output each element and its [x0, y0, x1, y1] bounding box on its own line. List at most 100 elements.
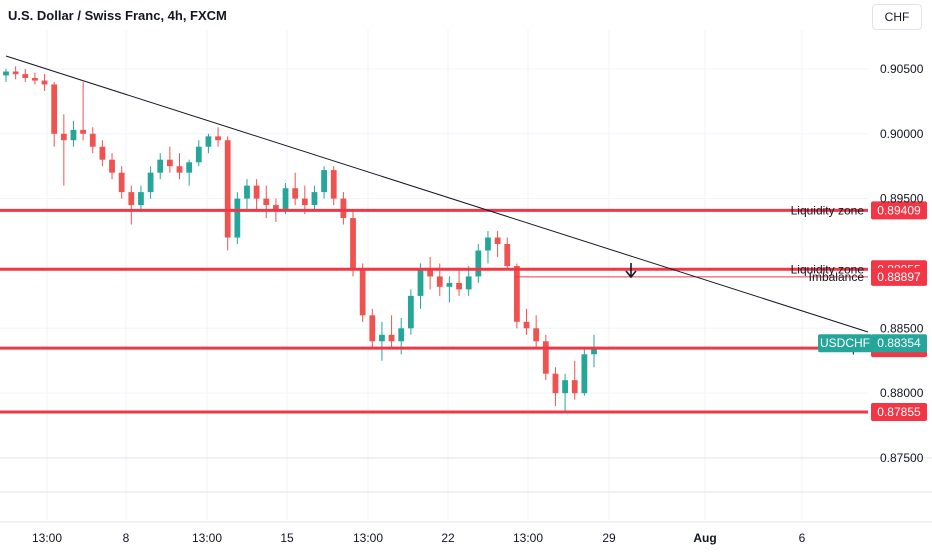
level-price-tag: [871, 402, 927, 421]
x-tick-label: 15: [280, 531, 294, 545]
x-tick-label: 6: [799, 531, 806, 545]
symbol-tag-text: USDCHF: [820, 336, 870, 350]
candle-body: [60, 133, 67, 141]
candle-body: [234, 198, 241, 238]
candle-body: [456, 282, 462, 290]
candle-body: [138, 192, 144, 206]
candle-body: [32, 77, 38, 81]
down-arrow-icon: [625, 263, 637, 279]
candle-body: [330, 170, 337, 199]
candle-body: [205, 136, 212, 147]
x-tick-label: 22: [441, 531, 455, 545]
candle-body: [436, 276, 443, 287]
candle-body: [533, 328, 540, 342]
candle-body: [263, 198, 270, 206]
current-price-tag: [871, 334, 927, 353]
candle-body: [523, 321, 530, 329]
level-price-tag: [871, 201, 927, 220]
x-tick-label: 8: [123, 531, 130, 545]
arrow-head: [625, 270, 637, 279]
candle-body: [562, 380, 568, 394]
symbol-tag: [818, 334, 872, 353]
candle-body: [80, 129, 87, 134]
y-tick-label: 0.88500: [880, 321, 924, 335]
candle-body: [311, 192, 318, 206]
candle-body: [388, 334, 395, 342]
y-tick-label: 0.87500: [880, 451, 924, 465]
level-price-text: 0.87855: [877, 405, 921, 419]
candle-body: [186, 162, 193, 173]
candle-body: [89, 133, 96, 147]
candle-body: [340, 198, 347, 219]
candle-body: [51, 84, 58, 134]
candle-body: [552, 373, 559, 394]
candle-body: [359, 269, 366, 316]
candle-body: [407, 295, 414, 329]
y-tick-label: 0.90500: [880, 62, 924, 76]
currency-button[interactable]: CHF: [872, 4, 922, 30]
candle-body: [282, 188, 289, 212]
candle-body: [475, 250, 482, 277]
candle-body: [369, 315, 376, 342]
level-price-text: 0.89409: [877, 203, 921, 217]
trendline[interactable]: [5, 55, 869, 333]
level-label: Liquidity zone: [791, 262, 865, 276]
candle-body: [157, 159, 164, 173]
candle-body: [542, 341, 549, 374]
candle-body: [12, 71, 19, 75]
candle-body: [571, 380, 578, 394]
x-tick-label: 13:00: [32, 531, 62, 545]
x-tick-label: 13:00: [192, 531, 222, 545]
candle-body: [292, 188, 299, 199]
candle-body: [494, 237, 501, 244]
candle-body: [3, 71, 9, 76]
x-tick-label: 29: [602, 531, 616, 545]
time-axis[interactable]: 13:00 8 13:00 15 13:00 22 13:00 29 Aug 6: [32, 531, 806, 545]
candle-body: [224, 140, 231, 238]
candle-body: [504, 244, 511, 267]
candle-body: [465, 276, 472, 290]
candle-body: [513, 266, 520, 322]
candle-body: [244, 185, 250, 199]
candle-body: [581, 354, 588, 394]
candle-body: [147, 172, 154, 193]
candle-body: [398, 328, 405, 342]
y-tick-label: 0.89500: [880, 192, 924, 206]
candle-body: [99, 146, 106, 160]
y-tick-label: 0.88000: [880, 386, 924, 400]
candle-body: [446, 282, 453, 287]
level-label: Imbalance: [809, 270, 865, 284]
candle-body: [166, 159, 173, 167]
x-tick-label: 13:00: [513, 531, 543, 545]
candle-body: [128, 192, 135, 206]
candle-body: [379, 334, 385, 342]
y-tick-label: 0.90000: [880, 127, 924, 141]
current-price-text: 0.88354: [877, 336, 921, 350]
candle-body: [109, 159, 115, 173]
level-label: Liquidity zone: [791, 203, 865, 217]
level-price-text: 0.88897: [877, 270, 921, 284]
candle-body: [321, 170, 327, 193]
candle-body: [253, 185, 260, 199]
chart-title: U.S. Dollar / Swiss Franc, 4h, FXCM: [8, 8, 227, 23]
x-tick-label: 13:00: [353, 531, 383, 545]
price-axis[interactable]: 0.90500 0.90000 0.89500 0.88500 0.88000 0.875…: [880, 62, 924, 465]
candle-body: [41, 80, 48, 85]
level-price-tag: [871, 267, 927, 286]
candle-body: [22, 74, 29, 78]
candle-body: [273, 205, 279, 212]
candles: [3, 66, 597, 413]
candle-body: [118, 172, 125, 193]
candle-body: [591, 347, 597, 355]
candle-body: [427, 269, 434, 277]
x-tick-label: Aug: [693, 531, 716, 545]
candle-body: [301, 198, 308, 206]
candle-body: [350, 218, 356, 270]
candle-body: [195, 146, 202, 163]
candle-body: [417, 269, 424, 296]
grid: [0, 30, 932, 523]
candle-body: [215, 136, 221, 141]
